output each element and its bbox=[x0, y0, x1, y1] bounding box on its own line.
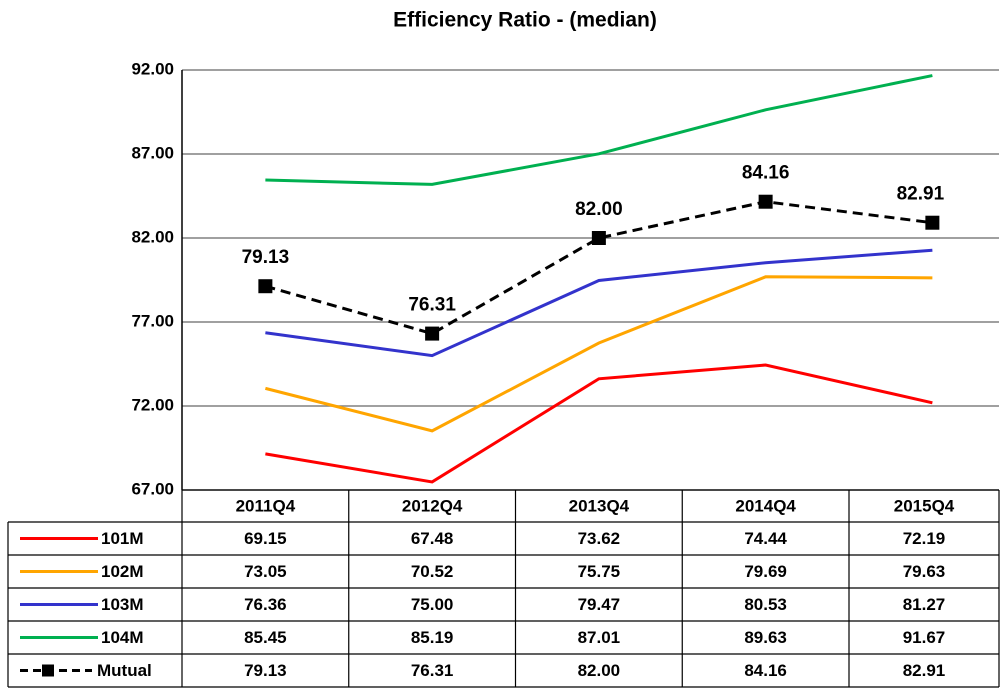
table-cell: 73.05 bbox=[244, 562, 287, 581]
table-cell: 79.13 bbox=[244, 661, 287, 680]
legend-label: 101M bbox=[101, 529, 144, 548]
legend-label: Mutual bbox=[97, 661, 152, 680]
table-cell: 81.27 bbox=[903, 595, 946, 614]
data-label: 82.00 bbox=[575, 199, 623, 220]
table-cell: 75.00 bbox=[411, 595, 454, 614]
x-tick-label: 2015Q4 bbox=[894, 496, 955, 515]
marker bbox=[758, 194, 773, 209]
series-line bbox=[265, 363, 933, 484]
y-tick-label: 77.00 bbox=[131, 311, 174, 330]
table-cell: 82.91 bbox=[903, 661, 946, 680]
series-line bbox=[264, 200, 933, 336]
table-cell: 67.48 bbox=[411, 529, 454, 548]
table-cell: 91.67 bbox=[903, 628, 946, 647]
marker bbox=[925, 215, 940, 230]
table-cell: 75.75 bbox=[578, 562, 621, 581]
table-cell: 76.31 bbox=[411, 661, 454, 680]
table-cell: 85.45 bbox=[244, 628, 287, 647]
y-tick-label: 82.00 bbox=[131, 227, 174, 246]
marker bbox=[591, 231, 606, 245]
series-line bbox=[265, 74, 933, 186]
legend-label: 104M bbox=[101, 628, 144, 647]
table-cell: 89.63 bbox=[744, 628, 787, 647]
legend-marker bbox=[42, 664, 54, 677]
table-cell: 85.19 bbox=[411, 628, 454, 647]
table-cell: 82.00 bbox=[578, 661, 621, 680]
table-cell: 79.47 bbox=[578, 595, 621, 614]
marker bbox=[425, 326, 440, 341]
data-label: 84.16 bbox=[742, 163, 790, 184]
legend-label: 102M bbox=[101, 562, 144, 581]
series-line bbox=[265, 248, 933, 358]
y-tick-label: 72.00 bbox=[131, 395, 174, 414]
y-tick-label: 87.00 bbox=[131, 143, 174, 162]
x-tick-label: 2013Q4 bbox=[569, 496, 630, 515]
chart-title: Efficiency Ratio - (median) bbox=[393, 9, 657, 32]
legend-label: 103M bbox=[101, 595, 144, 614]
y-tick-label: 67.00 bbox=[131, 479, 174, 498]
table-cell: 84.16 bbox=[744, 661, 787, 680]
table-cell: 73.62 bbox=[578, 529, 621, 548]
data-label: 79.13 bbox=[242, 247, 290, 268]
series-line bbox=[265, 275, 933, 433]
data-label: 76.31 bbox=[408, 295, 456, 316]
table-cell: 74.44 bbox=[744, 529, 787, 548]
x-tick-label: 2014Q4 bbox=[735, 496, 796, 515]
table-cell: 80.53 bbox=[744, 595, 787, 614]
x-tick-label: 2011Q4 bbox=[236, 496, 296, 515]
table-cell: 87.01 bbox=[578, 628, 621, 647]
table-cell: 79.63 bbox=[903, 562, 946, 581]
table-cell: 69.15 bbox=[244, 529, 287, 548]
y-tick-label: 92.00 bbox=[131, 59, 174, 78]
table-cell: 70.52 bbox=[411, 562, 454, 581]
marker bbox=[258, 279, 273, 294]
data-label: 82.91 bbox=[897, 184, 945, 205]
table-cell: 76.36 bbox=[244, 595, 287, 614]
table-cell: 79.69 bbox=[744, 562, 787, 581]
x-tick-label: 2012Q4 bbox=[402, 496, 463, 515]
table-cell: 72.19 bbox=[903, 529, 946, 548]
